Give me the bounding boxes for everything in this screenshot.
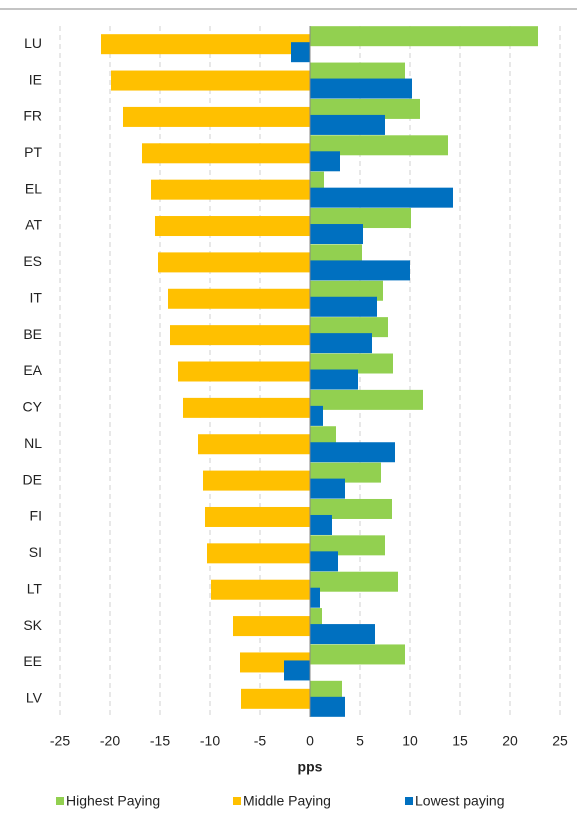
bar	[151, 179, 310, 200]
y-tick-label: LV	[26, 690, 43, 706]
bar	[310, 389, 423, 410]
bar	[310, 514, 332, 535]
x-tick-label: 0	[306, 733, 314, 749]
bar	[310, 317, 388, 338]
bar	[310, 498, 392, 519]
bar	[310, 280, 383, 301]
legend-swatch	[405, 797, 413, 805]
bar	[310, 296, 377, 317]
x-tick-label: -5	[254, 733, 267, 749]
bar	[168, 288, 310, 309]
bar	[155, 216, 310, 237]
legend-swatch	[56, 797, 64, 805]
legend-swatch	[233, 797, 241, 805]
bar	[207, 543, 310, 564]
y-tick-label: IT	[30, 289, 43, 305]
bar	[178, 361, 310, 382]
y-tick-label: PT	[24, 144, 42, 160]
x-tick-label: 25	[552, 733, 568, 749]
y-tick-label: SI	[29, 544, 42, 560]
bar	[310, 680, 342, 701]
y-tick-label: NL	[24, 435, 42, 451]
bar	[310, 260, 410, 281]
bar	[291, 42, 310, 63]
bar	[310, 187, 453, 208]
bar	[310, 644, 405, 665]
bar	[310, 696, 345, 717]
bar	[310, 114, 385, 135]
legend-label: Middle Paying	[243, 793, 331, 809]
bar	[310, 224, 363, 245]
bar	[142, 143, 310, 164]
bar	[310, 135, 448, 156]
bar	[198, 434, 310, 455]
x-tick-label: 5	[356, 733, 364, 749]
bar	[310, 353, 393, 374]
y-tick-label: EA	[23, 362, 42, 378]
bar	[310, 442, 395, 463]
legend-label: Lowest paying	[415, 793, 505, 809]
x-tick-label: -25	[50, 733, 70, 749]
bar	[310, 244, 362, 265]
bar	[310, 608, 322, 629]
y-tick-label: EL	[25, 180, 42, 196]
bar	[310, 624, 375, 645]
bar	[233, 616, 310, 637]
bar	[310, 405, 323, 426]
bar	[310, 535, 385, 556]
bar	[158, 252, 310, 273]
y-tick-label: IE	[29, 71, 42, 87]
y-tick-label: LU	[24, 35, 42, 51]
y-tick-label: SK	[23, 617, 42, 633]
y-tick-label: DE	[23, 471, 42, 487]
bar	[211, 579, 310, 600]
y-tick-label: FR	[23, 108, 42, 124]
bar	[310, 551, 338, 572]
bar	[203, 470, 310, 491]
y-tick-label: AT	[25, 217, 42, 233]
bar	[310, 98, 420, 119]
y-tick-label: FI	[30, 508, 42, 524]
x-tick-label: 10	[402, 733, 418, 749]
bar	[123, 106, 310, 127]
bar	[241, 688, 310, 709]
y-tick-label: EE	[23, 653, 42, 669]
bar	[101, 34, 310, 55]
x-tick-label: -15	[150, 733, 170, 749]
bar	[310, 208, 411, 229]
x-tick-label: 15	[452, 733, 468, 749]
bar	[205, 506, 310, 527]
bar	[310, 587, 320, 608]
bar	[111, 70, 310, 91]
y-tick-label: ES	[23, 253, 42, 269]
bar	[183, 397, 310, 418]
bar	[310, 478, 345, 499]
bar	[310, 171, 324, 192]
legend-label: Highest Paying	[66, 793, 160, 809]
bar	[310, 426, 336, 447]
bar	[170, 325, 310, 346]
x-tick-label: -10	[200, 733, 220, 749]
x-tick-label: 20	[502, 733, 518, 749]
bar	[310, 62, 405, 83]
y-tick-label: CY	[23, 399, 43, 415]
bar	[310, 462, 381, 483]
bar	[310, 571, 398, 592]
x-axis-label: pps	[298, 759, 323, 775]
x-tick-label: -20	[100, 733, 120, 749]
bar	[310, 78, 412, 99]
bar	[310, 26, 538, 47]
bar	[284, 660, 310, 681]
bar	[310, 333, 372, 354]
bar	[310, 151, 340, 172]
y-tick-label: BE	[23, 326, 42, 342]
y-tick-label: LT	[27, 580, 43, 596]
bar	[310, 369, 358, 390]
